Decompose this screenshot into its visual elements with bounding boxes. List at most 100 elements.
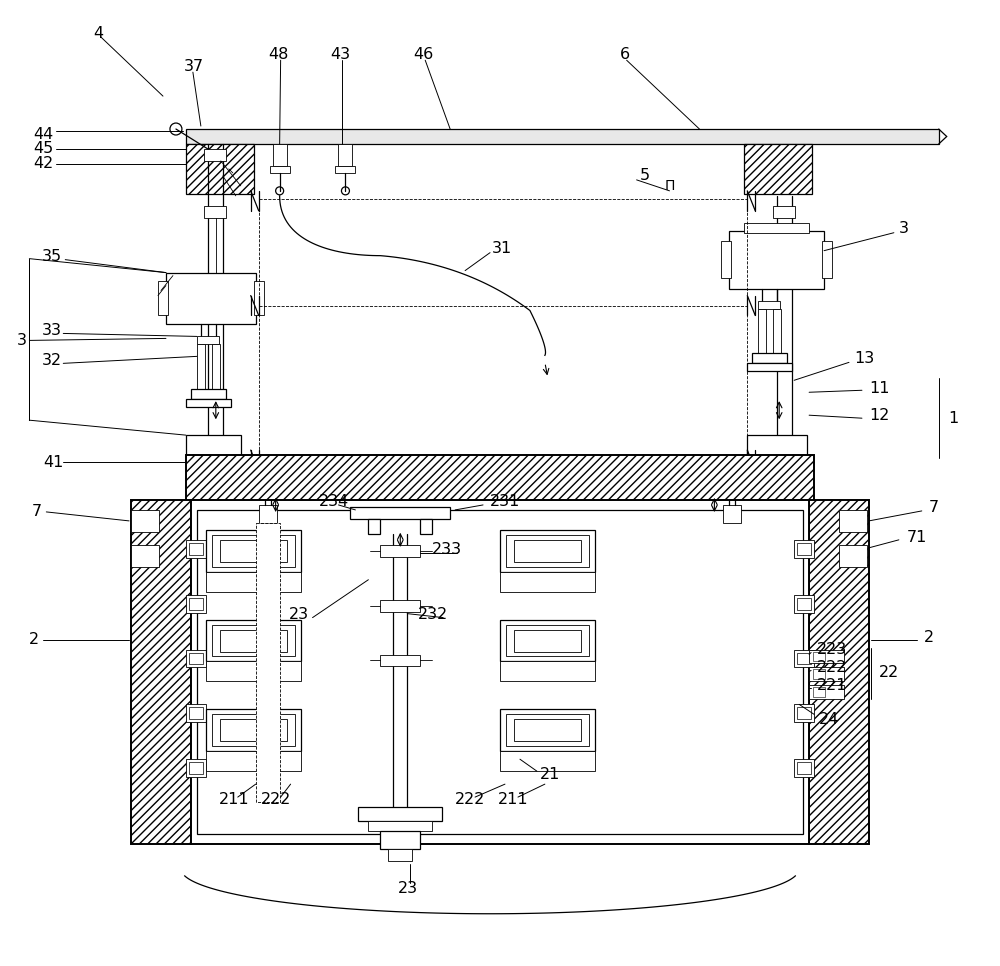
Bar — [809, 668, 844, 681]
Bar — [131, 510, 159, 532]
Bar — [506, 535, 589, 567]
Text: 5: 5 — [640, 168, 650, 184]
Circle shape — [800, 270, 807, 277]
Text: 33: 33 — [41, 323, 61, 338]
Circle shape — [171, 290, 178, 297]
Bar — [186, 129, 939, 144]
Bar — [752, 354, 787, 363]
Bar — [212, 625, 295, 657]
Circle shape — [236, 301, 243, 308]
Text: 3: 3 — [16, 333, 26, 348]
Bar — [839, 510, 867, 532]
Bar — [335, 166, 355, 173]
Circle shape — [735, 248, 742, 255]
Bar — [191, 389, 226, 399]
Bar — [388, 849, 412, 861]
Circle shape — [210, 290, 217, 297]
Bar — [380, 655, 420, 667]
Text: 232: 232 — [418, 607, 448, 622]
Circle shape — [197, 301, 204, 308]
Bar — [773, 308, 781, 354]
Text: 222: 222 — [261, 791, 291, 807]
Bar — [273, 144, 287, 166]
Bar — [797, 543, 811, 554]
Bar — [813, 669, 825, 679]
Text: 7: 7 — [31, 504, 41, 520]
Bar — [813, 688, 825, 697]
Bar — [368, 519, 380, 534]
Text: 45: 45 — [33, 141, 54, 156]
Circle shape — [800, 259, 807, 266]
Bar — [206, 619, 301, 662]
Bar — [186, 704, 206, 723]
Bar — [270, 166, 290, 173]
Circle shape — [236, 312, 243, 319]
Bar — [206, 709, 301, 752]
Bar — [186, 649, 206, 668]
Circle shape — [184, 290, 191, 297]
Bar — [380, 545, 420, 556]
Text: 48: 48 — [269, 46, 289, 62]
Circle shape — [761, 259, 768, 266]
Text: 42: 42 — [33, 156, 54, 171]
Bar — [358, 807, 442, 821]
Bar — [206, 752, 301, 771]
Bar — [212, 714, 295, 747]
Text: 211: 211 — [498, 791, 529, 807]
Bar — [197, 510, 803, 834]
Circle shape — [140, 516, 150, 526]
Circle shape — [341, 186, 349, 195]
Bar — [338, 144, 352, 166]
Circle shape — [171, 312, 178, 319]
Text: 211: 211 — [219, 791, 249, 807]
Bar — [809, 649, 844, 664]
Bar — [212, 535, 295, 567]
Bar — [206, 662, 301, 681]
Circle shape — [761, 238, 768, 244]
Bar — [797, 652, 811, 665]
Circle shape — [748, 238, 755, 244]
Bar — [420, 519, 432, 534]
Bar — [206, 572, 301, 592]
Bar — [158, 280, 168, 316]
Bar — [186, 399, 231, 408]
Bar — [189, 652, 203, 665]
Text: 222: 222 — [817, 660, 847, 675]
Bar — [259, 505, 277, 523]
Bar — [514, 540, 581, 562]
Circle shape — [774, 248, 781, 255]
Circle shape — [171, 301, 178, 308]
Bar — [189, 762, 203, 774]
Bar — [500, 662, 595, 681]
Bar — [186, 455, 814, 505]
Text: 2: 2 — [924, 630, 934, 645]
Circle shape — [787, 248, 794, 255]
Text: 221: 221 — [817, 678, 848, 693]
Bar — [186, 595, 206, 612]
Bar — [186, 435, 241, 457]
Bar — [747, 435, 807, 457]
Bar — [500, 572, 595, 592]
Circle shape — [774, 259, 781, 266]
Bar — [797, 598, 811, 610]
Bar — [794, 704, 814, 723]
Text: 7: 7 — [929, 500, 939, 516]
Circle shape — [236, 290, 243, 297]
Bar — [500, 530, 595, 572]
Bar — [794, 595, 814, 612]
Bar — [729, 231, 824, 289]
Circle shape — [761, 248, 768, 255]
Circle shape — [210, 301, 217, 308]
Circle shape — [800, 238, 807, 244]
Bar — [350, 507, 450, 519]
Bar — [758, 300, 780, 308]
Bar — [220, 720, 287, 741]
Bar — [186, 759, 206, 778]
Bar — [758, 308, 766, 354]
Bar — [514, 720, 581, 741]
Bar — [839, 545, 867, 567]
Text: 223: 223 — [817, 642, 847, 657]
Bar — [166, 272, 256, 325]
Circle shape — [210, 279, 217, 286]
Bar — [368, 821, 432, 831]
